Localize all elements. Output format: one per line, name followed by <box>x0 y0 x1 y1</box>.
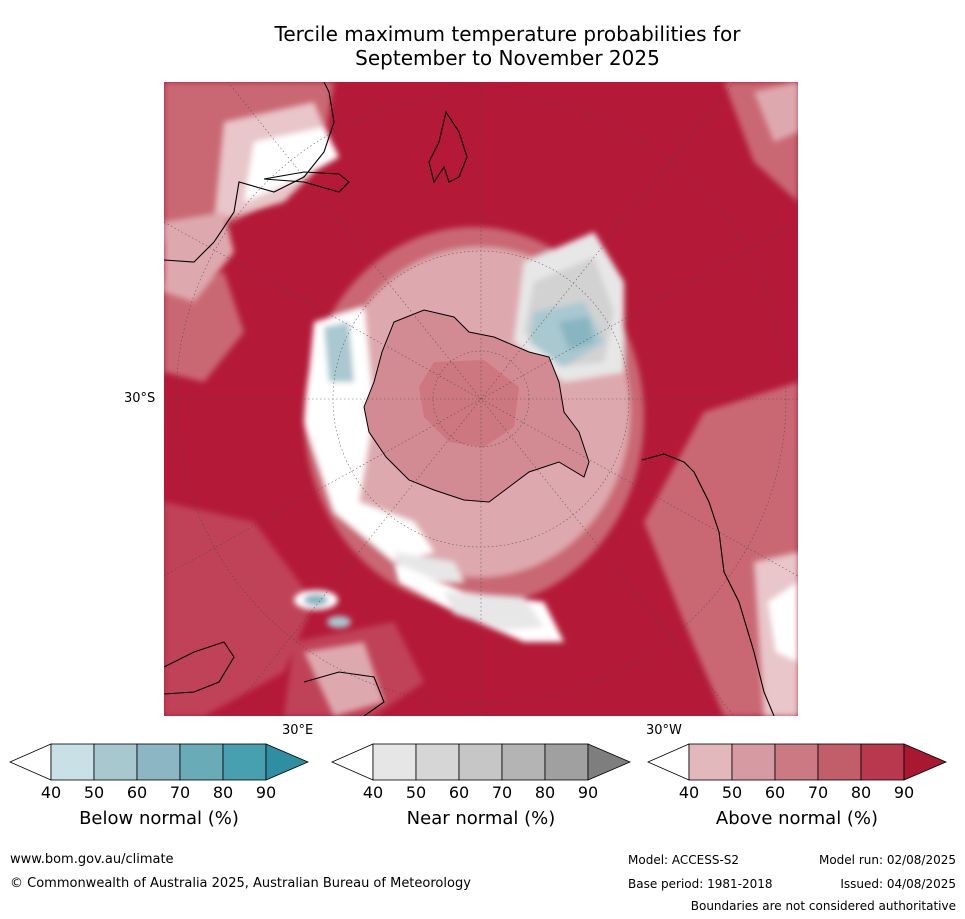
colorbar-swatch <box>688 743 733 781</box>
colorbar-tick-label: 40 <box>362 783 384 802</box>
colorbar-swatch <box>774 743 819 781</box>
disclaimer-text: Boundaries are not considered authoritat… <box>690 899 956 913</box>
coastlines <box>164 82 775 716</box>
colorbar-swatch <box>860 743 905 781</box>
colorbar-swatch <box>372 743 417 781</box>
colorbar-label-near: Near normal (%) <box>406 808 556 829</box>
colorbar-ticks-below: 40 50 60 70 80 90 <box>9 783 309 803</box>
colorbar-ticks-above: 40 50 60 70 80 90 <box>647 783 947 803</box>
colorbar-swatch <box>50 743 95 781</box>
colorbar-upper-extension <box>587 743 631 781</box>
colorbar-tick-label: 50 <box>405 783 427 802</box>
colorbar-label-below: Below normal (%) <box>79 808 239 829</box>
longitude-label-east: 30°E <box>282 723 314 738</box>
colorbar-tick-label: 90 <box>893 783 915 802</box>
colorbar-swatch <box>544 743 589 781</box>
colorbar-lower-extension <box>9 743 52 781</box>
colorbar-tick-label: 80 <box>534 783 556 802</box>
graticule <box>164 82 798 716</box>
colorbar-swatch <box>817 743 862 781</box>
colorbar-tick-label: 90 <box>255 783 277 802</box>
colorbar-tick-label: 60 <box>448 783 470 802</box>
model-run-info: Model run: 02/08/2025 <box>818 853 956 867</box>
colorbar-swatch <box>501 743 546 781</box>
colorbar-below-normal <box>9 742 309 782</box>
colorbar-tick-label: 60 <box>126 783 148 802</box>
colorbar-swatch <box>458 743 503 781</box>
near-normal-streak <box>294 562 564 642</box>
colorbar-tick-label: 50 <box>83 783 105 802</box>
website-link[interactable]: www.bom.gov.au/climate <box>10 852 174 867</box>
colorbar-lower-extension <box>647 743 690 781</box>
base-period-info: Base period: 1981-2018 <box>628 877 773 891</box>
africa-coast <box>164 82 335 263</box>
model-info: Model: ACCESS-S2 <box>628 853 740 867</box>
copyright-text: © Commonwealth of Australia 2025, Austra… <box>10 876 471 891</box>
new-zealand-coast <box>428 110 468 184</box>
colorbar-tick-label: 80 <box>850 783 872 802</box>
colorbar-swatch <box>136 743 181 781</box>
colorbar-swatch <box>415 743 460 781</box>
colorbar-label-above: Above normal (%) <box>715 808 879 829</box>
map-canvas <box>164 82 798 716</box>
colorbar-swatch <box>222 743 267 781</box>
colorbar-tick-label: 80 <box>212 783 234 802</box>
madagascar-coast <box>263 171 350 193</box>
colorbar-near-normal <box>331 742 631 782</box>
colorbar-tick-label: 40 <box>40 783 62 802</box>
australia-coast <box>164 641 235 695</box>
colorbar-above-normal <box>647 742 947 782</box>
colorbar-tick-label: 70 <box>491 783 513 802</box>
light-patches <box>164 82 798 716</box>
issued-info: Issued: 04/08/2025 <box>840 877 956 891</box>
longitude-label-west: 30°W <box>646 723 682 738</box>
colorbar-swatch <box>179 743 224 781</box>
probability-map <box>164 82 798 716</box>
colorbar-tick-label: 90 <box>577 783 599 802</box>
australia-south-coast <box>303 671 385 716</box>
colorbar-upper-extension <box>903 743 947 781</box>
latitude-label: 30°S <box>124 391 156 406</box>
colorbar-tick-label: 40 <box>678 783 700 802</box>
colorbar-tick-label: 50 <box>721 783 743 802</box>
colorbar-swatch <box>731 743 776 781</box>
title-line-2: September to November 2025 <box>355 46 660 70</box>
colorbar-tick-label: 70 <box>169 783 191 802</box>
colorbar-lower-extension <box>331 743 374 781</box>
map-title: Tercile maximum temperature probabilitie… <box>0 22 965 70</box>
colorbar-swatch <box>93 743 138 781</box>
colorbar-tick-label: 70 <box>807 783 829 802</box>
colorbar-tick-label: 60 <box>764 783 786 802</box>
antarctic-interior <box>419 360 519 447</box>
colorbar-ticks-near: 40 50 60 70 80 90 <box>331 783 631 803</box>
south-america-coast <box>641 453 775 716</box>
colorbar-upper-extension <box>265 743 309 781</box>
title-line-1: Tercile maximum temperature probabilitie… <box>274 22 741 46</box>
